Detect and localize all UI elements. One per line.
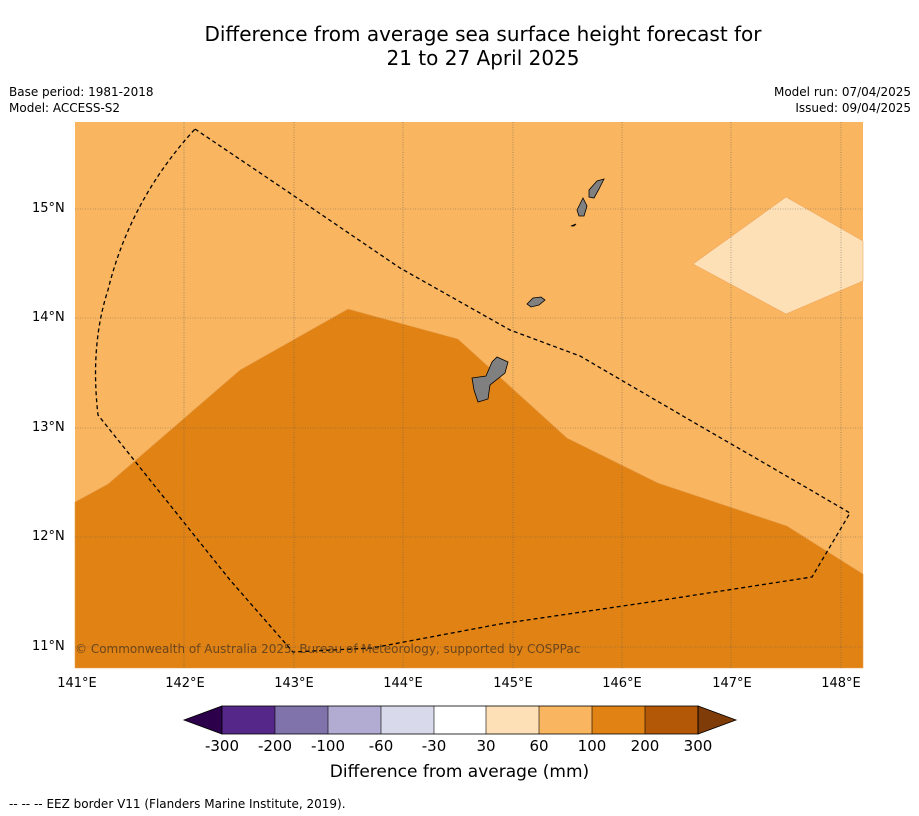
colorbar-label: 200 (630, 737, 660, 755)
colorbar-bin-9 (645, 706, 698, 734)
eez-legend-text: EEZ border V11 (Flanders Marine Institut… (46, 797, 346, 811)
lat-tick-12: 12°N (32, 529, 65, 544)
lon-tick-145: 145°E (493, 676, 533, 691)
meta-left: Base period: 1981-2018 Model: ACCESS-S2 (9, 84, 154, 116)
colorbar-bin-2 (275, 706, 328, 734)
colorbar-bin-3 (328, 706, 381, 734)
meta-right: Model run: 07/04/2025 Issued: 09/04/2025 (774, 84, 911, 116)
eez-border (94, 128, 851, 653)
colorbar-frame (221, 705, 699, 735)
colorbar-bin-7 (539, 706, 592, 734)
island-rota (526, 296, 546, 308)
colorbar-label: -200 (257, 737, 293, 755)
lon-tick-146: 146°E (602, 676, 642, 691)
colorbar-bin-8 (592, 706, 645, 734)
lon-tick-143: 143°E (274, 676, 314, 691)
map-panel (74, 122, 864, 669)
colorbar-extend-low (182, 705, 223, 735)
island-guam (471, 356, 509, 403)
lat-tick-14: 14°N (32, 310, 65, 325)
lat-tick-13: 13°N (32, 420, 65, 435)
model-run-text: Model run: 07/04/2025 (773, 85, 911, 99)
gridlines (75, 122, 863, 668)
copyright-text: © Commonwealth of Australia 2025, Bureau… (75, 642, 581, 656)
colorbar-bin-6 (486, 706, 539, 734)
colorbar-title: Difference from average (mm) (329, 762, 590, 782)
contour-100-200 (74, 308, 864, 669)
chart-title: Difference from average sea surface heig… (0, 22, 919, 70)
colorbar-dividers (274, 706, 646, 734)
lon-tick-141: 141°E (57, 676, 97, 691)
lon-tick-142: 142°E (165, 676, 205, 691)
base-period-text: Base period: 1981-2018 (9, 85, 154, 99)
contour-30-60 (692, 196, 864, 315)
lon-tick-147: 147°E (712, 676, 752, 691)
island-saipan (588, 178, 605, 199)
lat-tick-15: 15°N (32, 201, 65, 216)
colorbar-bin-4 (381, 706, 434, 734)
colorbar-bin-5 (434, 706, 486, 734)
colorbar-label: 300 (683, 737, 713, 755)
eez-legend-symbol: -- -- -- (9, 797, 43, 811)
lat-tick-11: 11°N (32, 639, 65, 654)
colorbar-label: 30 (476, 737, 496, 755)
footer-legend: -- -- -- EEZ border V11 (Flanders Marine… (9, 796, 346, 812)
colorbar-label: 60 (529, 737, 549, 755)
island-tinian (576, 197, 588, 217)
colorbar-label: -30 (421, 737, 447, 755)
title-line-1: Difference from average sea surface heig… (204, 22, 762, 46)
lon-tick-144: 144°E (383, 676, 423, 691)
land (471, 178, 605, 403)
colorbar-bin-1 (222, 706, 275, 734)
colorbar-extend-high (697, 705, 738, 735)
colorbar-label: -300 (204, 737, 240, 755)
colorbar-label: 100 (577, 737, 607, 755)
title-line-2: 21 to 27 April 2025 (386, 46, 580, 70)
colorbar-label: -60 (368, 737, 394, 755)
issued-text: Issued: 09/04/2025 (795, 101, 911, 115)
colorbar-label: -100 (310, 737, 346, 755)
island-aguijan (570, 223, 577, 227)
model-text: Model: ACCESS-S2 (9, 101, 121, 115)
lon-tick-148: 148°E (821, 676, 861, 691)
